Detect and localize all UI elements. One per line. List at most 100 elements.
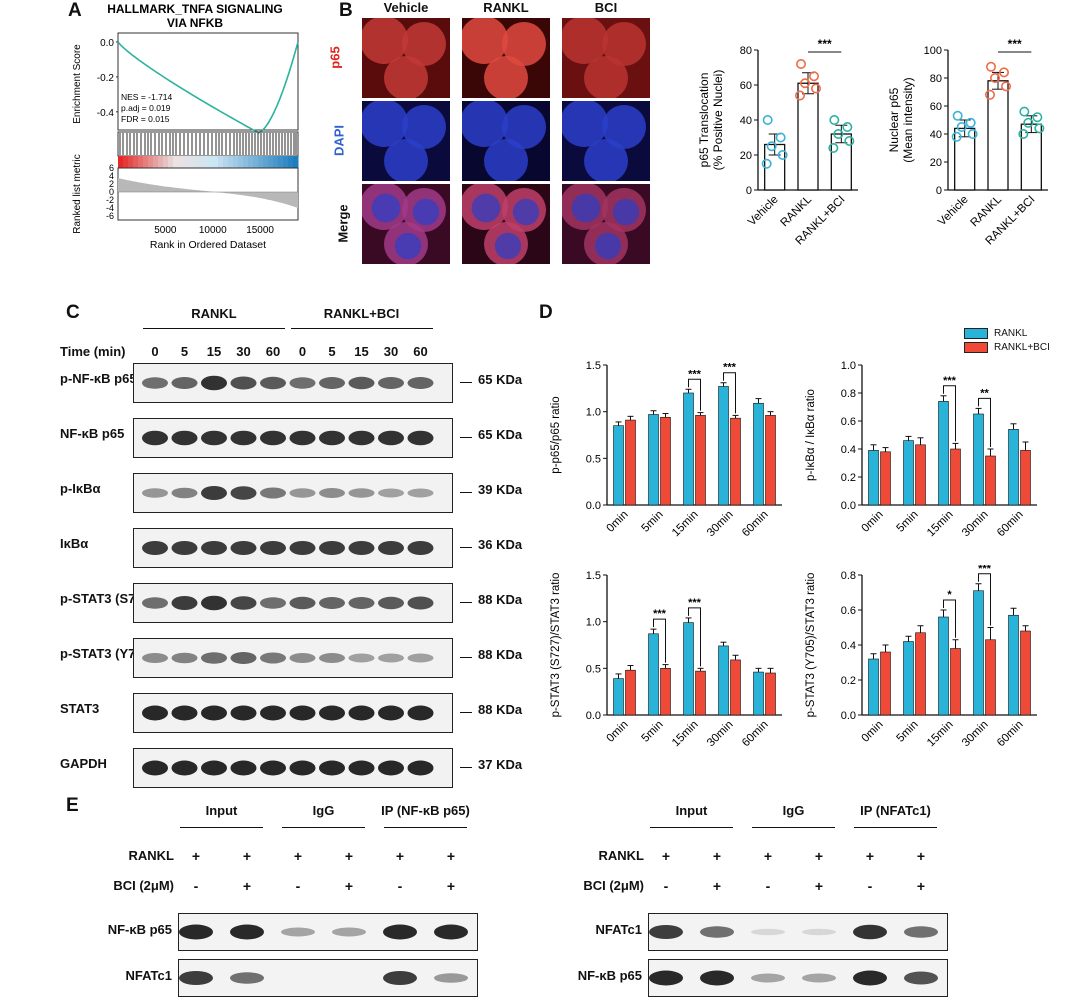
y-tick-label: 0.8 <box>841 388 856 400</box>
coip-blot-strip <box>648 959 948 997</box>
coip-blot-label: NF-κB p65 <box>107 922 172 937</box>
gsea-stat: FDR = 0.015 <box>121 114 170 124</box>
blot-size-label: 88 KDa <box>478 647 523 662</box>
coip-group-line <box>180 827 263 828</box>
coip-sign: - <box>867 878 873 894</box>
blot-time-value: 60 <box>413 344 428 359</box>
y-tick-label: 40 <box>740 115 752 127</box>
blot-band <box>260 541 286 555</box>
blot-band <box>201 430 227 446</box>
blot-band <box>230 430 257 446</box>
blot-strip <box>133 638 453 678</box>
significance-label: *** <box>978 565 992 575</box>
x-tick-label: 0min <box>605 719 631 745</box>
micro-row-label-text: DAPI <box>331 124 347 157</box>
x-tick-label: 30min <box>705 719 736 750</box>
coip-sign: + <box>712 878 722 894</box>
y-tick-label: 1.5 <box>586 360 601 372</box>
gsea-es-frame <box>117 32 299 131</box>
blot-band <box>142 760 168 776</box>
y-tick-label: 0.2 <box>841 472 856 484</box>
blot-band <box>230 652 257 664</box>
gsea-xlabel: Rank in Ordered Dataset <box>150 239 266 251</box>
significance-label: *** <box>1008 37 1022 51</box>
coip-band <box>751 928 785 936</box>
bar-rankl <box>753 402 764 506</box>
blot-band <box>171 541 198 555</box>
blot-time-label: Time (min) <box>60 344 126 359</box>
blot-band <box>407 377 434 389</box>
coip-band <box>179 971 213 985</box>
coip-group-line <box>650 827 733 828</box>
bar-rankl-bci <box>950 448 961 506</box>
blot-band <box>378 488 404 498</box>
y-tick-label: 0.2 <box>841 675 856 687</box>
data-point <box>800 78 811 89</box>
blot-row-label: p-NF-κB p65 <box>60 371 137 386</box>
coip-sign: + <box>446 848 456 864</box>
blot-band <box>142 377 168 389</box>
coip-blot-label: NFATc1 <box>125 968 172 983</box>
blot-band <box>201 652 227 664</box>
data-point <box>842 122 853 133</box>
coip-treatment-label: RANKL <box>598 848 645 863</box>
blot-size-label: 88 KDa <box>478 702 523 717</box>
legend-label-rankl-bci: RANKL+BCI <box>994 342 1050 353</box>
y-tick-label: 60 <box>740 80 752 92</box>
bar-rankl <box>683 622 694 716</box>
y-tick-label: 0.0 <box>586 710 601 722</box>
bar <box>1020 123 1042 191</box>
coip-panel-nfatc1: Input IgG IP (NFATc1) RANKL + + + + + + BCI (2μM) -… <box>530 795 980 1000</box>
x-tick-label: 0min <box>860 719 886 745</box>
panel-label-b: B <box>339 0 353 21</box>
blot-band <box>289 541 316 555</box>
coip-band <box>802 973 836 983</box>
gsea-rank-tick: -6 <box>106 211 114 221</box>
data-point <box>965 117 976 128</box>
blot-band <box>230 376 257 390</box>
micro-image <box>362 101 450 181</box>
data-point <box>795 90 806 101</box>
blot-time-value: 15 <box>354 344 369 359</box>
micro-row-label: p65 <box>328 18 360 98</box>
gsea-hit-barcode <box>117 131 299 157</box>
gsea-es-curve <box>117 41 299 134</box>
x-tick-label: 60min <box>740 719 771 750</box>
significance-label: *** <box>818 37 832 51</box>
blot-band <box>260 652 286 664</box>
data-point <box>967 129 978 140</box>
gsea-rank-tick: -2 <box>106 195 114 205</box>
blot-size-tick <box>460 767 472 768</box>
coip-sign: + <box>344 878 354 894</box>
y-tick-label: 0.4 <box>841 640 856 652</box>
bar-rankl-bci <box>765 672 776 716</box>
micro-image <box>462 18 550 98</box>
y-tick-label: 20 <box>930 157 942 169</box>
micro-image <box>562 184 650 264</box>
coip-group-label: IgG <box>782 803 805 818</box>
blot-band <box>260 376 286 390</box>
coip-blot-label: NFATc1 <box>595 922 642 937</box>
panel-label-d: D <box>539 302 553 323</box>
coip-band <box>230 972 264 984</box>
blot-band <box>142 597 168 609</box>
significance-bracket <box>723 372 736 414</box>
x-tick-label: 5min <box>895 509 921 535</box>
blot-band <box>289 596 316 610</box>
coip-sign: + <box>763 848 773 864</box>
micro-row-label-text: p65 <box>327 46 343 69</box>
blot-band <box>319 488 345 498</box>
bar-rankl-bci <box>625 419 636 506</box>
blot-time-value: 0 <box>298 344 307 359</box>
coip-sign: + <box>916 848 926 864</box>
coip-blot-strip <box>178 959 478 997</box>
panel-label-c: C <box>66 302 80 323</box>
blot-band <box>348 653 375 663</box>
blot-band <box>171 652 198 664</box>
coip-sign: - <box>193 878 199 894</box>
blot-time-value: 30 <box>383 344 399 359</box>
blot-band <box>319 760 345 776</box>
y-tick-label: 0.5 <box>586 453 601 465</box>
data-point <box>985 89 996 100</box>
coip-band <box>434 973 468 983</box>
